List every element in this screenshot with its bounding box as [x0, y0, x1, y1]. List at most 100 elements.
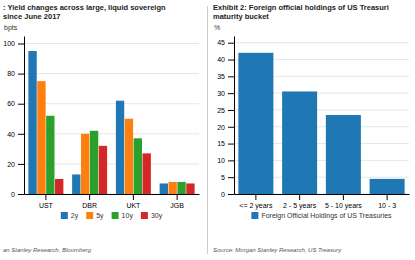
legend-item: 5y — [86, 212, 104, 220]
legend-swatch — [112, 212, 119, 219]
y-axis: 051015202530354045 — [217, 37, 234, 198]
legend-label: 10y — [122, 212, 134, 220]
x-tick-label: UST — [39, 202, 54, 209]
legend-swatch — [61, 212, 68, 219]
bar — [37, 81, 45, 194]
y-tick-label: 40 — [7, 131, 15, 138]
y-tick: 15 — [217, 140, 234, 147]
bar — [72, 174, 80, 194]
grid-line — [24, 103, 199, 104]
chart-subtitle: since June 2017 — [3, 12, 61, 21]
legend: 2y 5y 10y 30y — [61, 212, 163, 220]
x-tick-label: UKT — [126, 202, 141, 209]
legend-swatch — [141, 212, 148, 219]
y-tick-mark — [228, 110, 234, 111]
chart-canvas: : Yield changes across large, liquid sov… — [0, 0, 415, 260]
y-tick-mark — [228, 43, 234, 44]
y-tick-label: 5 — [221, 174, 225, 181]
y-tick-mark — [228, 160, 234, 161]
y-tick-label: 60 — [7, 100, 15, 107]
x-tick-label: 5 - 10 years — [325, 202, 362, 210]
bar — [143, 153, 151, 194]
y-tick-label: 40 — [217, 56, 225, 63]
x-tick-label: <= 2 years — [239, 202, 273, 210]
bars — [238, 53, 404, 194]
bar — [282, 91, 317, 194]
y-tick-label: 100 — [3, 40, 15, 47]
y-tick-label: 25 — [217, 107, 225, 114]
legend-item: Foreign Official Holdings of US Treasuri… — [251, 212, 392, 220]
x-axis: <= 2 years 2 - 5 years 5 - 10 years 10 - 3 — [235, 194, 410, 210]
y-tick-mark — [18, 164, 24, 165]
bar — [55, 179, 63, 194]
y-axis-line — [24, 37, 25, 195]
y-tick-label: 15 — [217, 140, 225, 147]
bar — [160, 183, 168, 194]
legend-label: 30y — [151, 212, 163, 220]
legend-label: Foreign Official Holdings of US Treasuri… — [261, 212, 392, 220]
y-tick: 40 — [7, 131, 24, 138]
x-tick-mark — [177, 194, 178, 200]
bar — [81, 134, 89, 194]
x-tick-mark — [45, 194, 46, 200]
grid-line — [234, 42, 409, 43]
bar — [134, 138, 142, 194]
y-tick: 100 — [3, 40, 24, 47]
y-tick-mark — [228, 127, 234, 128]
y-tick-label: 10 — [217, 157, 225, 164]
legend-swatch — [86, 212, 93, 219]
x-tick: DBR — [82, 194, 97, 209]
chart-title: : Yield changes across large, liquid sov… — [3, 3, 166, 12]
bar — [28, 51, 36, 194]
x-tick-label: 10 - 3 — [378, 202, 396, 209]
y-tick: 10 — [217, 157, 234, 164]
y-tick: 20 — [217, 124, 234, 131]
y-tick-label: 0 — [221, 191, 225, 198]
grid-line — [24, 43, 199, 44]
y-tick-mark — [228, 60, 234, 61]
y-tick-mark — [228, 177, 234, 178]
annotation: an Stanley Research, Bloomberg — [3, 247, 92, 253]
y-tick: 0 — [221, 191, 234, 198]
x-tick-label: DBR — [82, 202, 97, 209]
x-axis: UST DBR UKT JGB — [25, 194, 200, 209]
legend-label: 2y — [71, 212, 79, 220]
x-tick-mark — [343, 194, 344, 200]
y-axis-title: bpts — [4, 24, 18, 32]
divider — [207, 6, 208, 254]
bar — [46, 116, 54, 194]
legend-swatch — [251, 212, 258, 219]
y-tick-label: 30 — [217, 90, 225, 97]
y-tick-mark — [18, 134, 24, 135]
legend: Foreign Official Holdings of US Treasuri… — [251, 212, 392, 220]
y-tick: 30 — [217, 90, 234, 97]
bar — [326, 115, 361, 194]
x-axis-line — [25, 194, 200, 195]
y-tick: 20 — [7, 161, 24, 168]
y-axis-line — [234, 37, 235, 195]
x-tick-mark — [89, 194, 90, 200]
y-tick: 25 — [217, 107, 234, 114]
x-tick: 2 - 5 years — [283, 194, 317, 210]
y-axis-title: % — [214, 24, 220, 31]
y-tick: 0 — [11, 191, 24, 198]
legend-item: 10y — [112, 212, 134, 220]
chart-subtitle: maturity bucket — [213, 12, 269, 21]
x-tick-label: JGB — [170, 202, 184, 209]
bar — [99, 146, 107, 194]
y-axis: 020406080100 — [3, 37, 24, 198]
y-tick-mark — [228, 93, 234, 94]
y-tick-mark — [18, 104, 24, 105]
legend-item: 30y — [141, 212, 163, 220]
y-tick-mark — [18, 44, 24, 45]
chart-panel: : Yield changes across large, liquid sov… — [3, 3, 200, 253]
y-tick-label: 20 — [7, 161, 15, 168]
y-tick-mark — [18, 194, 24, 195]
bar — [116, 101, 124, 194]
legend-item: 2y — [61, 212, 79, 220]
x-tick-mark — [133, 194, 134, 200]
x-tick: UST — [39, 194, 54, 209]
legend-label: 5y — [96, 212, 104, 220]
chart-panel: Exhibit 2: Foreign official holdings of … — [213, 3, 410, 253]
x-tick: 10 - 3 — [378, 194, 396, 209]
